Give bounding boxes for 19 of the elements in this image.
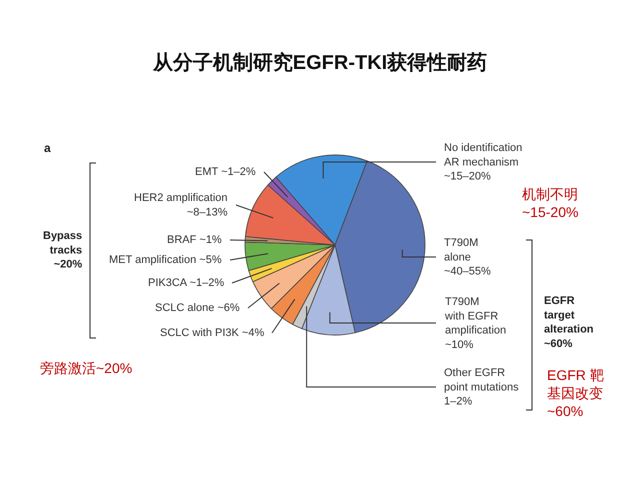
slice-label: SCLC alone ~6% <box>155 302 240 314</box>
slice-label: EMT ~1–2% <box>195 166 256 178</box>
slice-label: MET amplification ~5% <box>109 254 222 266</box>
text: a <box>44 141 51 155</box>
slice-label: BRAF ~1% <box>167 234 222 246</box>
text: 机制不明 ~15-20% <box>522 186 578 220</box>
slice-label: SCLC with PI3K ~4% <box>160 327 264 339</box>
slice-label: No identification AR mechanism ~15–20% <box>444 142 522 183</box>
text: 旁路激活~20% <box>40 360 132 376</box>
slice-label: T790M alone ~40–55% <box>444 237 492 278</box>
text: EGFR target alteration ~60% <box>544 295 594 350</box>
slice-label: PIK3CA ~1–2% <box>148 277 224 289</box>
slice-label: HER2 amplification ~8–13% <box>134 192 228 218</box>
slice-label: T790M with EGFR amplification ~10% <box>444 296 506 351</box>
slice-label: Other EGFR point mutations 1–2% <box>444 367 520 408</box>
chart-title: 从分子机制研究EGFR-TKI获得性耐药 <box>152 51 488 74</box>
text: EGFR 靶 <box>547 367 604 383</box>
text: 基因改变 ~60% <box>547 385 603 420</box>
text: Bypass tracks ~20% <box>43 230 82 271</box>
